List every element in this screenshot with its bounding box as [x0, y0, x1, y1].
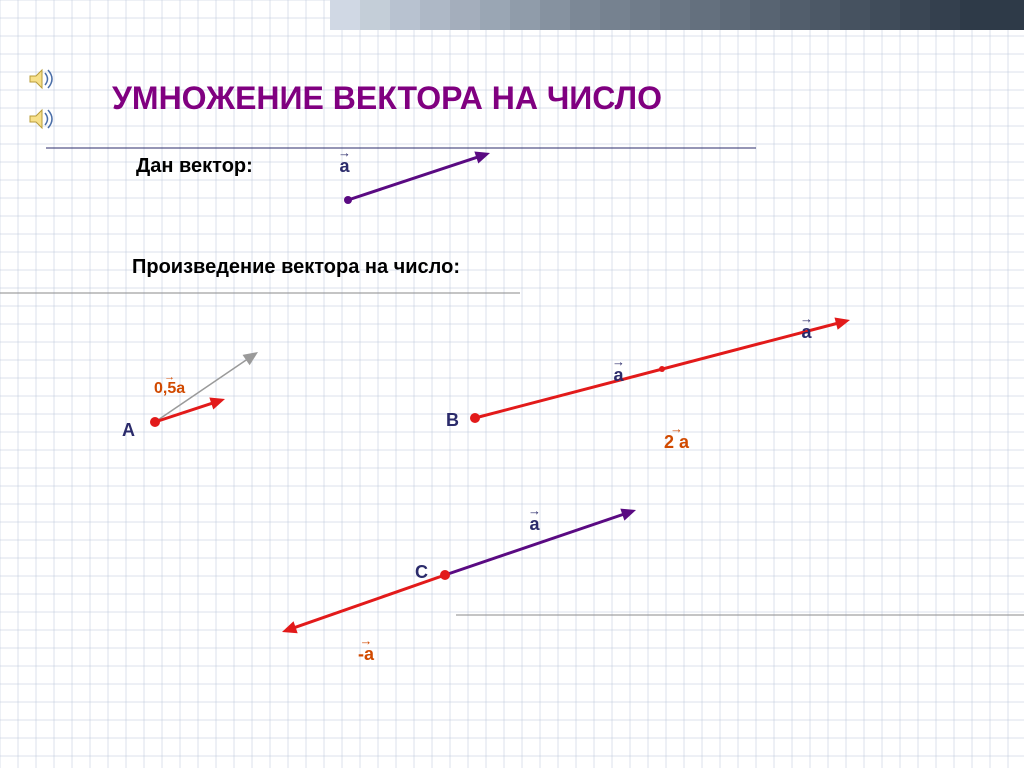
label-given-a: →а — [338, 146, 351, 175]
label-a-mid: →а — [612, 355, 625, 384]
label-a-right-text: а — [801, 323, 811, 341]
slide-title: УМНОЖЕНИЕ ВЕКТОРА НА ЧИСЛО — [112, 80, 662, 117]
label-a-right: →а — [800, 312, 813, 341]
label-half-a: →0,5а — [154, 372, 185, 397]
label-point-C: С — [415, 562, 428, 583]
label-half-a-text: 0,5а — [154, 381, 185, 397]
slide: УМНОЖЕНИЕ ВЕКТОРА НА ЧИСЛО Дан вектор: П… — [0, 0, 1024, 768]
label-neg-a-text: -а — [358, 645, 374, 663]
label-two-a: →2 а — [664, 422, 689, 451]
label-neg-a: →-а — [358, 634, 374, 663]
label-given-a-text: а — [339, 157, 349, 175]
label-two-a-text: 2 а — [664, 433, 689, 451]
label-point-B: В — [446, 410, 459, 431]
label-a-mid-text: а — [613, 366, 623, 384]
label-c-a-text: а — [529, 515, 539, 533]
label-c-a: →а — [528, 504, 541, 533]
label-point-A: А — [122, 420, 135, 441]
subtitle-product: Произведение вектора на число: — [132, 256, 460, 279]
subtitle-given: Дан вектор: — [136, 155, 253, 178]
